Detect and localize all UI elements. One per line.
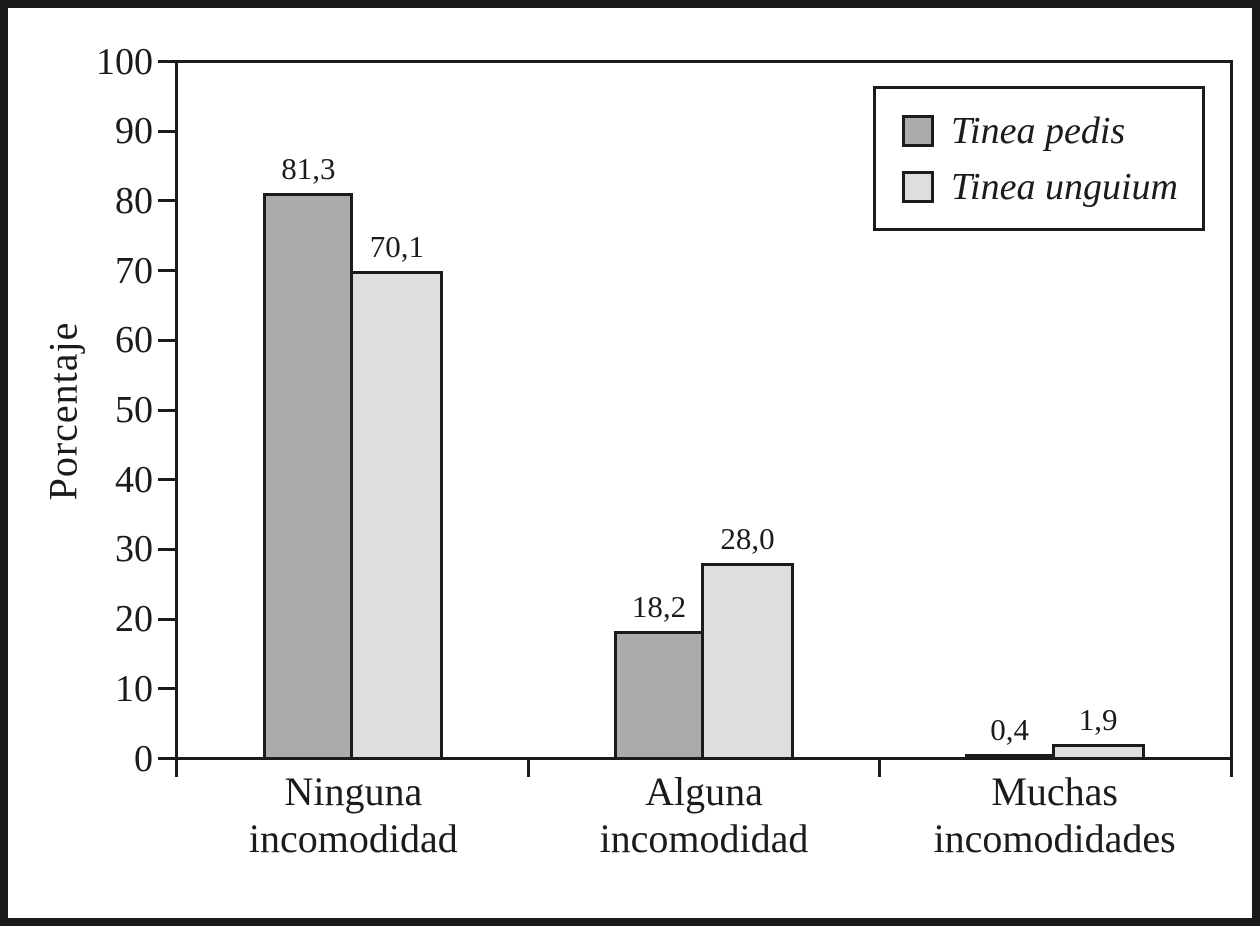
y-tick-mark: [158, 408, 175, 412]
category-label: Muchas incomodidades: [933, 769, 1176, 861]
y-tick-mark: [158, 338, 175, 342]
bar-value-label: 1,9: [1078, 701, 1118, 737]
y-tick-label: 80: [115, 179, 153, 222]
y-tick-label: 40: [115, 458, 153, 501]
category-label: Ninguna incomodidad: [248, 769, 458, 861]
legend-item-tinea-pedis: Tinea pedis: [902, 109, 1184, 153]
bar-value-label: 18,2: [631, 588, 687, 624]
y-tick-mark: [158, 547, 175, 551]
y-tick-label: 60: [115, 319, 153, 362]
bar-tinea-pedis: [964, 754, 1055, 757]
y-tick-mark: [158, 129, 175, 133]
bar-tinea-unguium: [1051, 743, 1145, 757]
y-tick-label: 10: [115, 667, 153, 710]
y-tick-mark: [158, 617, 175, 621]
y-tick-mark: [158, 687, 175, 691]
y-tick-mark: [158, 478, 175, 482]
bar-tinea-pedis: [263, 192, 354, 757]
x-tick-mark: [526, 760, 530, 777]
y-tick-mark: [158, 269, 175, 273]
y-tick-label: 100: [96, 40, 153, 83]
category-label: Alguna incomodidad: [599, 769, 809, 861]
legend: Tinea pedis Tinea unguium: [873, 86, 1205, 231]
bar-tinea-unguium: [350, 270, 444, 757]
y-tick-mark: [158, 757, 175, 760]
y-tick-label: 30: [115, 528, 153, 571]
legend-swatch: [902, 114, 934, 147]
y-tick-label: 70: [115, 249, 153, 292]
x-tick-mark: [878, 760, 882, 777]
y-tick-label: 50: [115, 389, 153, 431]
legend-swatch: [902, 170, 934, 203]
bar-value-label: 70,1: [369, 228, 424, 264]
y-tick-label: 20: [115, 598, 153, 641]
y-tick-mark: [158, 60, 175, 63]
bar-value-label: 0,4: [990, 712, 1030, 747]
legend-item-tinea-unguium: Tinea unguium: [902, 165, 1184, 209]
x-tick-mark: [1230, 760, 1233, 777]
y-tick-mark: [158, 199, 175, 203]
bar-tinea-pedis: [614, 630, 704, 757]
y-tick-label: 90: [115, 110, 153, 153]
legend-label: Tinea pedis: [951, 109, 1126, 152]
legend-label: Tinea unguium: [951, 165, 1178, 208]
bar-value-label: 28,0: [720, 520, 775, 556]
bar-tinea-unguium: [701, 562, 794, 757]
bar-value-label: 81,3: [281, 150, 336, 186]
x-tick-mark: [175, 760, 178, 777]
y-tick-label: 0: [134, 737, 153, 780]
